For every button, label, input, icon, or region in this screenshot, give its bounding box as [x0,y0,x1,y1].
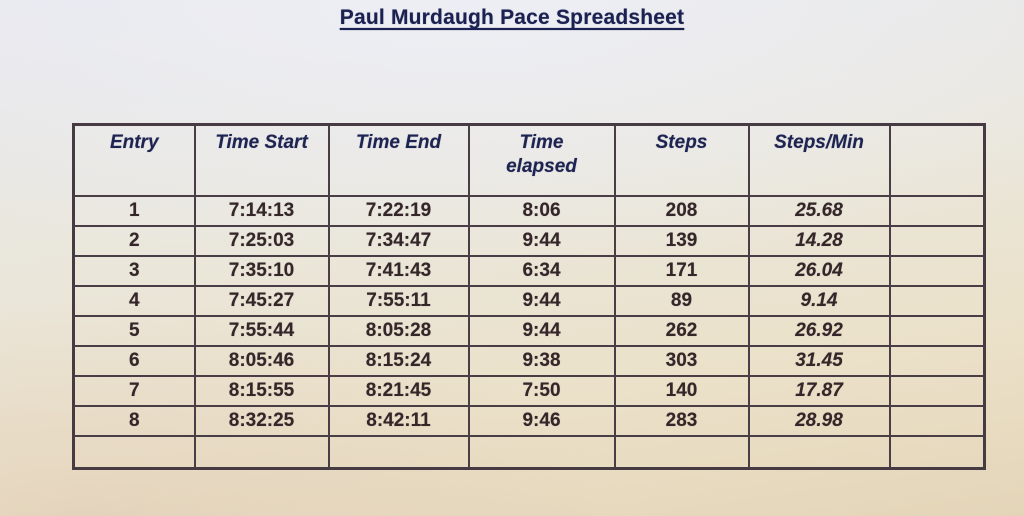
table-row: 4 7:45:27 7:55:11 9:44 89 9.14 [72,285,986,317]
cell-entry: 1 [72,195,196,227]
cell-steps: 262 [613,315,750,347]
cell-time-start: 7:14:13 [193,195,330,227]
cell-entry: 8 [72,405,196,437]
cell-entry: 2 [72,225,196,257]
cell-blank [888,315,986,347]
cell-blank [888,285,986,317]
cell-blank [888,255,986,287]
col-header-steps-per-min-label: Steps/Min [774,132,864,153]
cell-time-start: 7:45:27 [193,285,330,317]
cell-time-elapsed: 9:44 [467,285,616,317]
cell-steps: 89 [613,285,750,317]
table-header-row: Entry Time Start Time End Time elapsed S… [72,123,986,197]
col-header-steps: Steps [613,123,750,197]
col-header-steps-per-min: Steps/Min [747,123,891,197]
cell-time-end: 8:15:24 [327,345,470,377]
col-header-entry-label: Entry [109,132,159,153]
cell-steps: 171 [613,255,750,287]
cell-time-end: 8:05:28 [327,315,470,347]
cell-steps: 303 [613,345,750,377]
cell-steps-per-min: 26.04 [747,255,891,287]
table-row: 6 8:05:46 8:15:24 9:38 303 31.45 [72,345,986,377]
cell-blank [888,375,986,407]
cell-steps-per-min: 31.45 [747,345,891,377]
table-row: 3 7:35:10 7:41:43 6:34 171 26.04 [72,255,986,287]
cell-steps-per-min: 28.98 [747,405,891,437]
cell-time-elapsed: 6:34 [467,255,616,287]
cell-entry: 4 [72,285,196,317]
cell-entry: 6 [72,345,196,377]
cell-time-start: 8:15:55 [193,375,330,407]
cell-time-start: 7:25:03 [193,225,330,257]
cell-steps-per-min: 14.28 [747,225,891,257]
cell-time-elapsed: 8:06 [467,195,616,227]
cell-blank [888,225,986,257]
cell-time-end: 8:42:11 [327,405,470,437]
cell-time-start: 8:05:46 [193,345,330,377]
cell-steps: 139 [613,225,750,257]
table-row: 8 8:32:25 8:42:11 9:46 283 28.98 [72,405,986,437]
cell-time-end: 7:41:43 [327,255,470,287]
table-body: 1 7:14:13 7:22:19 8:06 208 25.68 2 7:25:… [72,195,986,470]
cell-steps-per-min: 17.87 [747,375,891,407]
cell-time-start: 7:35:10 [193,255,330,287]
cell-blank [888,195,986,227]
col-header-blank [888,123,986,197]
cell-time-elapsed: 9:44 [467,315,616,347]
cell-steps: 208 [613,195,750,227]
col-header-time-start-label: Time Start [215,132,308,153]
cell-time-end: 7:55:11 [327,285,470,317]
cell-time-elapsed: 7:50 [467,375,616,407]
col-header-time-elapsed-label: Time elapsed [506,132,577,177]
cell-steps-per-min: 26.92 [747,315,891,347]
cell-steps-per-min: 9.14 [747,285,891,317]
cell-entry [72,435,196,470]
table-row: 5 7:55:44 8:05:28 9:44 262 26.92 [72,315,986,347]
cell-steps-per-min [747,435,891,470]
cell-blank [888,345,986,377]
cell-time-elapsed: 9:38 [467,345,616,377]
cell-steps [613,435,750,470]
cell-entry: 7 [72,375,196,407]
pace-table: Entry Time Start Time End Time elapsed S… [72,123,986,470]
cell-steps-per-min: 25.68 [747,195,891,227]
cell-time-elapsed: 9:44 [467,225,616,257]
cell-time-end: 7:34:47 [327,225,470,257]
col-header-time-start: Time Start [193,123,330,197]
cell-time-end: 7:22:19 [327,195,470,227]
cell-time-start: 8:32:25 [193,405,330,437]
cell-steps: 283 [613,405,750,437]
col-header-time-elapsed: Time elapsed [467,123,616,197]
cell-time-end [327,435,470,470]
table-row-empty [72,435,986,470]
table-row: 7 8:15:55 8:21:45 7:50 140 17.87 [72,375,986,407]
cell-steps: 140 [613,375,750,407]
cell-time-elapsed [467,435,616,470]
cell-entry: 5 [72,315,196,347]
cell-time-end: 8:21:45 [327,375,470,407]
col-header-entry: Entry [72,123,196,197]
col-header-time-end-label: Time End [355,132,442,153]
cell-time-start: 7:55:44 [193,315,330,347]
col-header-time-end: Time End [327,123,470,197]
table-row: 2 7:25:03 7:34:47 9:44 139 14.28 [72,225,986,257]
cell-entry: 3 [72,255,196,287]
table-row: 1 7:14:13 7:22:19 8:06 208 25.68 [72,195,986,227]
cell-blank [888,435,986,470]
cell-time-elapsed: 9:46 [467,405,616,437]
page-title: Paul Murdaugh Pace Spreadsheet [339,6,685,29]
cell-blank [888,405,986,437]
col-header-steps-label: Steps [655,132,708,153]
cell-time-start [193,435,330,470]
